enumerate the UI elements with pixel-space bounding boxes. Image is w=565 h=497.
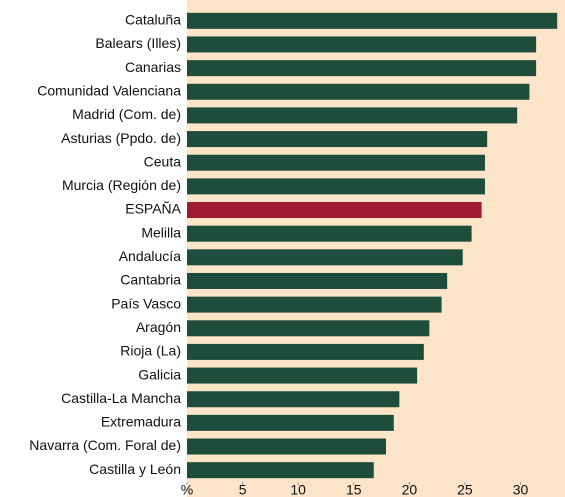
bar <box>187 414 394 431</box>
y-tick-label: Cataluña <box>125 12 181 28</box>
bar <box>187 107 518 124</box>
x-tick-label: 10 <box>290 482 306 497</box>
y-tick-label: Extremadura <box>101 414 181 430</box>
bar <box>187 343 424 360</box>
y-tick-label: País Vasco <box>111 295 181 311</box>
bar <box>187 272 448 289</box>
y-tick-label: Comunidad Valenciana <box>37 82 181 98</box>
bar <box>187 438 387 455</box>
y-tick-label: Murcia (Región de) <box>62 177 181 193</box>
bar <box>187 249 463 266</box>
x-tick-label: 5 <box>239 482 247 497</box>
y-tick-label: Navarra (Com. Foral de) <box>29 437 181 453</box>
bar <box>187 154 485 171</box>
bar <box>187 131 488 148</box>
x-tick-label: 15 <box>346 482 362 497</box>
y-tick-label: Galicia <box>138 366 181 382</box>
bar <box>187 178 485 195</box>
x-tick-label: % <box>181 482 193 497</box>
bar <box>187 462 374 479</box>
y-tick-label: ESPAÑA <box>125 201 181 217</box>
plot-background <box>187 0 565 497</box>
y-tick-label: Castilla y León <box>89 461 181 477</box>
y-tick-label: Melilla <box>141 224 181 240</box>
y-tick-label: Asturias (Ppdo. de) <box>61 130 181 146</box>
y-tick-label: Castilla-La Mancha <box>61 390 181 406</box>
x-tick-label: 30 <box>513 482 529 497</box>
bar <box>187 391 400 408</box>
bar <box>187 225 472 242</box>
bar <box>187 83 530 100</box>
bar <box>187 60 537 77</box>
bar <box>187 367 418 384</box>
y-tick-label: Madrid (Com. de) <box>72 106 181 122</box>
x-tick-label: 25 <box>457 482 473 497</box>
bar <box>187 296 442 313</box>
y-tick-label: Ceuta <box>144 153 182 169</box>
y-tick-label: Canarias <box>125 59 181 75</box>
bar <box>187 36 537 53</box>
bar <box>187 320 430 337</box>
y-tick-label: Balears (Illes) <box>95 35 181 51</box>
y-tick-label: Andalucía <box>119 248 181 264</box>
y-tick-label: Rioja (La) <box>120 343 181 359</box>
x-tick-label: 20 <box>402 482 418 497</box>
y-tick-label: Cantabria <box>120 272 181 288</box>
bar <box>187 202 482 219</box>
bar <box>187 12 558 29</box>
y-tick-label: Aragón <box>136 319 181 335</box>
